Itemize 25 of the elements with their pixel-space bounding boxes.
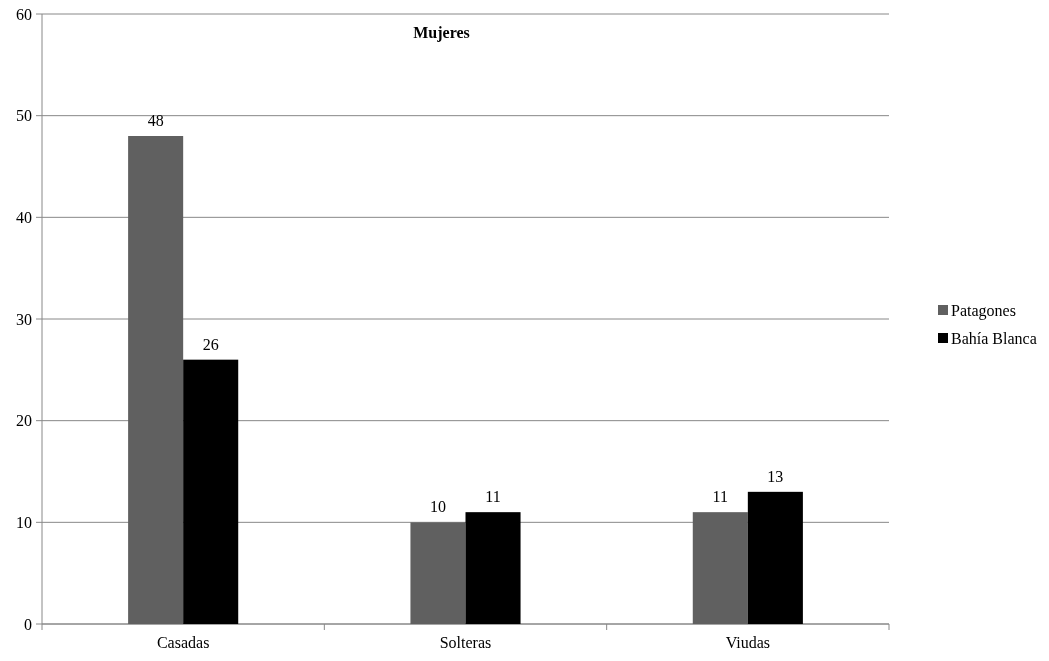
y-tick-label: 50: [16, 107, 32, 125]
data-label: 26: [202, 335, 219, 353]
x-tick-label: Casadas: [156, 634, 210, 651]
bar: [747, 491, 803, 624]
y-tick-label: 20: [16, 412, 32, 430]
y-tick-label: 10: [16, 513, 32, 531]
bar: [128, 136, 184, 624]
x-tick-label: Solteras: [439, 634, 492, 651]
bar: [410, 522, 466, 624]
y-tick-label: 30: [16, 310, 32, 328]
bar: [465, 512, 521, 624]
bar: [183, 359, 239, 624]
y-tick-label: 0: [24, 615, 32, 633]
bar: [692, 512, 748, 624]
data-label: 13: [767, 467, 784, 485]
data-label: 10: [429, 498, 446, 516]
y-tick-label: 60: [16, 5, 32, 23]
x-tick-label: Viudas: [725, 634, 771, 651]
data-label: 11: [712, 488, 729, 506]
data-label: 11: [485, 488, 501, 506]
legend-label: Patagones: [951, 301, 1016, 320]
legend-label: Bahía Blanca: [951, 329, 1037, 347]
data-label: 48: [147, 112, 164, 129]
y-tick-label: 40: [16, 208, 32, 226]
text: Mujeres: [413, 24, 470, 42]
